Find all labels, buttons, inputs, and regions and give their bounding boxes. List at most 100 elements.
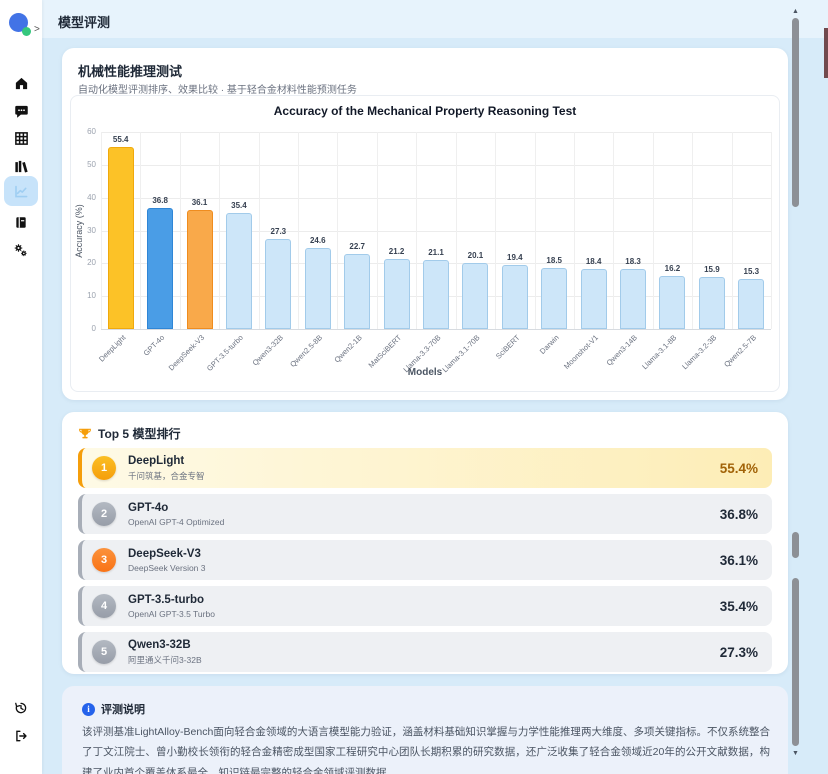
gears-icon [14, 243, 27, 256]
x-tick-label: Qwen3-32B [250, 333, 285, 368]
gridline [101, 164, 771, 166]
window-edge-artifact [824, 28, 828, 78]
bar[interactable] [304, 248, 331, 329]
bar[interactable] [620, 268, 647, 329]
rank-badge: 4 [92, 594, 116, 618]
bar-value-label: 27.3 [270, 227, 287, 237]
sidebar-item-knowledge-base[interactable] [4, 153, 38, 179]
info-body-text: 该评测基准LightAlloy-Bench面向轻合金领域的大语言模型能力验证，涵… [82, 726, 770, 774]
scrollbar-thumb-lower[interactable] [792, 578, 799, 746]
y-tick-label: 20 [87, 258, 96, 268]
bar[interactable] [344, 254, 371, 329]
bar[interactable] [738, 278, 765, 329]
scrollbar-thumb-segment[interactable] [792, 532, 799, 558]
sidebar-item-chat[interactable] [4, 98, 38, 124]
gridline [101, 197, 771, 199]
gridline [652, 132, 654, 329]
bar[interactable] [580, 268, 607, 329]
bar-value-label: 16.2 [664, 263, 681, 273]
bar-value-label: 21.1 [428, 247, 444, 257]
bar-slot: 15.9 Llama-3.2-3B [680, 132, 731, 371]
bar-value-label: 55.4 [112, 135, 129, 145]
scrollbar-thumb[interactable] [792, 18, 799, 207]
y-tick-label: 0 [91, 324, 96, 333]
sidebar-item-history[interactable] [4, 695, 38, 721]
gridline [455, 132, 457, 329]
model-score: 55.4% [719, 460, 758, 476]
bar[interactable] [383, 259, 410, 329]
gridline [495, 132, 497, 329]
bar[interactable] [541, 268, 568, 329]
gridline [376, 132, 378, 329]
bar-slot: 21.1 Llama-3.3-70B [401, 132, 455, 374]
gridline [692, 132, 694, 329]
rank-row: 2 GPT-4o OpenAI GPT-4 Optimized 36.8% [78, 494, 772, 534]
sidebar-item-evaluation[interactable] [4, 176, 38, 206]
bar[interactable] [107, 147, 134, 329]
sidebar-item-data-table[interactable] [4, 125, 38, 151]
rank-row: 3 DeepSeek-V3 DeepSeek Version 3 36.1% [78, 540, 772, 580]
bar[interactable] [225, 212, 252, 329]
top5-heading-text: Top 5 模型排行 [98, 427, 181, 441]
rank-row: 4 GPT-3.5-turbo OpenAI GPT-3.5 Turbo 35.4% [78, 586, 772, 626]
bar[interactable] [698, 276, 725, 329]
bar-value-label: 35.4 [231, 200, 247, 210]
model-score: 36.1% [719, 552, 758, 568]
bar[interactable] [462, 263, 489, 329]
bar[interactable] [147, 208, 174, 329]
gridline [179, 132, 181, 329]
model-desc: DeepSeek Version 3 [128, 562, 206, 573]
x-tick-label: MatSciBERT [366, 333, 403, 370]
history-clock-icon [15, 702, 27, 714]
rank-badge: 5 [92, 640, 116, 664]
x-tick-label: Qwen2.5-8B [288, 333, 325, 369]
rank-badge: 3 [92, 548, 116, 572]
top5-card: Top 5 模型排行 1 DeepLight 千问筑基，合金专智 55.4% 2 GPT-… [62, 412, 788, 674]
table-grid-icon [14, 131, 28, 145]
x-tick-label: Llama-3.1-8B [640, 333, 679, 372]
sidebar-item-logout[interactable] [4, 723, 38, 749]
sidebar-item-notebook[interactable] [4, 209, 38, 235]
model-desc: OpenAI GPT-3.5 Turbo [128, 608, 215, 619]
books-icon [15, 160, 28, 172]
benchmark-subtitle: 自动化模型评测排序、效果比较 · 基于轻合金材料性能预测任务 [78, 85, 357, 96]
bar-slot: 15.3 Qwen2.5-7B [722, 132, 771, 369]
notebook-icon [16, 216, 26, 228]
bar-slot: 22.7 Qwen2-1B [332, 132, 376, 364]
top5-heading: Top 5 模型排行 [78, 425, 180, 442]
bar-slot: 55.4 DeepLight [97, 132, 140, 364]
header [42, 0, 828, 38]
scrollbar-up-arrow-icon[interactable]: ▲ [792, 8, 799, 15]
home-icon [15, 77, 27, 89]
sidebar-item-home[interactable] [4, 70, 38, 96]
gridline [101, 132, 102, 329]
chat-icon [14, 105, 28, 118]
bar-value-label: 18.3 [625, 256, 641, 266]
model-name: GPT-4o [128, 501, 169, 514]
bar[interactable] [422, 259, 449, 329]
bar-slot: 16.2 Llama-3.1-8B [641, 132, 692, 371]
logout-icon [16, 730, 27, 742]
bar-slot: 18.5 Darwin [535, 132, 574, 356]
bar[interactable] [186, 210, 213, 329]
sidebar-item-settings[interactable] [4, 237, 38, 263]
model-score: 27.3% [719, 644, 758, 660]
sidebar-expand-chevron-icon[interactable]: > [34, 24, 40, 35]
bar-value-label: 22.7 [349, 242, 365, 252]
bar[interactable] [659, 275, 686, 329]
y-tick-label: 10 [87, 291, 96, 301]
sidebar: > [0, 0, 42, 774]
bar[interactable] [265, 239, 292, 329]
gridline [771, 132, 772, 329]
gridline [101, 132, 771, 133]
bar[interactable] [501, 265, 528, 329]
gridline [101, 329, 771, 330]
x-tick-label: Qwen3-14B [605, 333, 640, 368]
y-tick-label: 50 [87, 159, 96, 169]
info-heading: i 评测说明 [82, 701, 145, 717]
scrollbar-down-arrow-icon[interactable]: ▼ [792, 750, 799, 757]
bar-value-label: 36.8 [152, 196, 168, 206]
model-score: 36.8% [719, 506, 758, 522]
model-name: DeepSeek-V3 [128, 547, 201, 560]
